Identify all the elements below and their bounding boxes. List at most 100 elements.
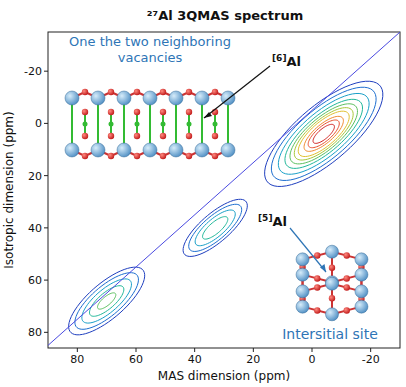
contour bbox=[304, 116, 343, 151]
green-atom bbox=[161, 122, 166, 127]
al-atom bbox=[296, 300, 309, 313]
x-tick bbox=[194, 348, 195, 352]
o-atom bbox=[314, 275, 320, 281]
contour bbox=[82, 279, 132, 323]
bond bbox=[201, 104, 203, 144]
bond bbox=[97, 104, 99, 144]
contour bbox=[69, 267, 145, 335]
o-atom bbox=[314, 284, 320, 290]
al-atom bbox=[117, 91, 131, 105]
y-tick bbox=[44, 71, 48, 72]
green-atom bbox=[135, 122, 140, 127]
bond bbox=[227, 104, 229, 144]
y-tick bbox=[44, 280, 48, 281]
o-atom bbox=[329, 265, 335, 271]
o-atom bbox=[82, 89, 88, 95]
x-axis-title: MAS dimension (ppm) bbox=[158, 369, 290, 383]
annotation: [6]Al bbox=[272, 53, 301, 69]
y-tick-label: 20 bbox=[28, 170, 42, 183]
plot-area bbox=[48, 32, 400, 345]
chart: ²⁷Al 3QMAS spectrum806040200-20-20020406… bbox=[0, 0, 406, 387]
contour bbox=[308, 120, 339, 148]
y-tick bbox=[44, 123, 48, 124]
contour bbox=[285, 99, 363, 168]
green-atom bbox=[109, 122, 114, 127]
contour bbox=[298, 111, 349, 156]
al-atom bbox=[296, 268, 309, 281]
superscript: [5] bbox=[258, 213, 273, 223]
o-atom bbox=[186, 133, 192, 139]
contour bbox=[75, 273, 139, 330]
x-tick-label: 40 bbox=[188, 353, 202, 366]
x-tick-label: 20 bbox=[246, 353, 260, 366]
al-atom bbox=[143, 91, 157, 105]
o-atom bbox=[82, 133, 88, 139]
annotation: Intersitial site bbox=[282, 326, 378, 342]
contour bbox=[90, 286, 124, 317]
y-axis-title: Isotropic dimension (ppm) bbox=[2, 111, 16, 268]
y-tick-label: 80 bbox=[28, 326, 42, 339]
al-atom bbox=[169, 143, 183, 157]
al-atom bbox=[117, 143, 131, 157]
plot-frame bbox=[48, 32, 400, 348]
o-atom bbox=[108, 133, 114, 139]
bond bbox=[123, 104, 125, 144]
al-atom bbox=[65, 91, 79, 105]
o-atom bbox=[160, 153, 166, 159]
text-part: Al bbox=[287, 54, 302, 69]
arrow bbox=[204, 66, 270, 118]
contour bbox=[271, 87, 376, 180]
o-atom bbox=[134, 133, 140, 139]
text-part: Al bbox=[273, 214, 288, 229]
al-atom bbox=[355, 300, 368, 313]
line: vacancies bbox=[118, 50, 183, 65]
o-atom bbox=[134, 109, 140, 115]
x-tick-label: 0 bbox=[309, 353, 316, 366]
superscript: [6] bbox=[272, 53, 287, 63]
o-atom bbox=[134, 153, 140, 159]
al-atom bbox=[326, 308, 339, 321]
y-tick-label: 40 bbox=[28, 222, 42, 235]
arrow-head bbox=[204, 112, 212, 118]
x-tick bbox=[77, 348, 78, 352]
bond bbox=[71, 104, 73, 144]
al-atom bbox=[65, 143, 79, 157]
x-tick bbox=[312, 348, 313, 352]
green-atom bbox=[187, 122, 192, 127]
o-atom bbox=[82, 109, 88, 115]
contour bbox=[195, 210, 235, 246]
o-atom bbox=[212, 89, 218, 95]
y-tick-label: 0 bbox=[35, 117, 42, 130]
al-atom bbox=[355, 285, 368, 298]
contour bbox=[313, 124, 334, 143]
al-atom bbox=[355, 253, 368, 266]
o-atom bbox=[108, 109, 114, 115]
o-atom bbox=[344, 252, 350, 258]
o-atom bbox=[160, 109, 166, 115]
o-atom bbox=[108, 153, 114, 159]
contour bbox=[265, 81, 383, 186]
annotation: One the two neighboringvacancies bbox=[69, 34, 231, 65]
o-atom bbox=[160, 133, 166, 139]
o-atom bbox=[186, 109, 192, 115]
al-atom bbox=[91, 91, 105, 105]
al-atom bbox=[296, 285, 309, 298]
annotation: [5]Al bbox=[258, 213, 287, 229]
slab-inset bbox=[65, 89, 235, 159]
arrow-head bbox=[320, 264, 326, 272]
o-atom bbox=[134, 89, 140, 95]
contour bbox=[98, 293, 116, 309]
al-atom bbox=[326, 277, 339, 290]
o-atom bbox=[212, 153, 218, 159]
al-atom bbox=[296, 253, 309, 266]
contour bbox=[290, 104, 357, 164]
al-atom bbox=[221, 143, 235, 157]
cage-inset bbox=[296, 245, 368, 321]
contour bbox=[294, 108, 353, 160]
al-atom bbox=[355, 268, 368, 281]
diagonal-line bbox=[48, 32, 400, 345]
line: One the two neighboring bbox=[69, 34, 231, 49]
o-atom bbox=[344, 284, 350, 290]
contour bbox=[278, 93, 369, 174]
o-atom bbox=[82, 153, 88, 159]
